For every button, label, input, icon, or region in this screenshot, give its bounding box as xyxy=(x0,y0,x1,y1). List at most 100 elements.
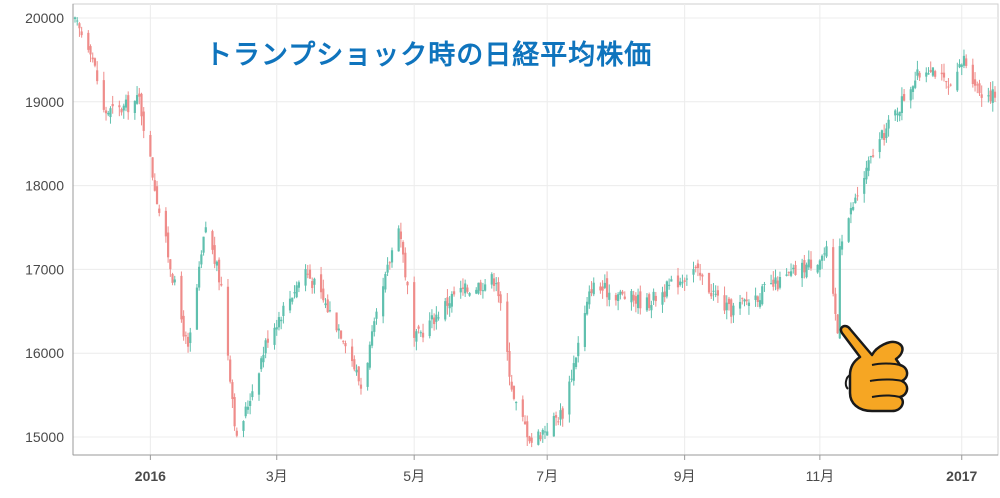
candle-body xyxy=(251,391,254,398)
candle-body xyxy=(787,272,790,274)
candle-body xyxy=(614,295,618,301)
candle-body xyxy=(484,284,487,291)
candle-body xyxy=(339,330,343,339)
y-tick-label: 16000 xyxy=(25,345,64,361)
candle-body xyxy=(539,435,542,440)
candle-body xyxy=(231,382,234,400)
candle-body xyxy=(198,266,201,288)
candle-body xyxy=(127,95,130,113)
candle-body xyxy=(200,254,203,265)
candle-body xyxy=(386,264,389,273)
candle-body xyxy=(109,108,112,118)
candle-body xyxy=(91,57,94,60)
candle-body xyxy=(832,247,835,294)
candle-body xyxy=(433,317,436,325)
candle-body xyxy=(809,259,813,269)
candle-body xyxy=(792,267,795,270)
candle-body xyxy=(169,259,172,270)
candle-body xyxy=(452,291,456,295)
candle-body xyxy=(523,421,527,424)
candle-body xyxy=(118,105,121,108)
candle-body xyxy=(585,301,589,315)
candle-body xyxy=(958,64,961,68)
chart-title: トランプショック時の日経平均株価 xyxy=(205,40,653,71)
candle-body xyxy=(561,408,564,419)
candle-body xyxy=(838,246,841,339)
candle-body xyxy=(645,297,649,311)
candle-body xyxy=(712,290,715,292)
candle-body xyxy=(758,300,762,307)
candle-body xyxy=(291,297,294,302)
candle-body xyxy=(701,274,704,277)
candle-body xyxy=(993,91,997,98)
candle-body xyxy=(506,301,509,352)
candle-body xyxy=(825,246,828,257)
candle-body xyxy=(155,186,159,205)
candle-body xyxy=(186,336,190,347)
candle-body xyxy=(681,282,684,284)
candle-body xyxy=(823,253,826,255)
candle-body xyxy=(663,291,666,298)
candle-body xyxy=(521,399,524,417)
candle-body xyxy=(450,293,453,307)
candle-body xyxy=(528,436,531,442)
candle-body xyxy=(306,273,309,275)
candle-body xyxy=(288,298,292,311)
y-tick-label: 17000 xyxy=(25,261,64,277)
candle-body xyxy=(510,381,513,390)
candle-body xyxy=(894,110,897,116)
candle-body xyxy=(568,381,571,415)
candle-body xyxy=(492,278,496,286)
x-tick-label: 9月 xyxy=(674,468,696,484)
candle-body xyxy=(448,303,451,309)
candle-body xyxy=(683,280,686,282)
candle-body xyxy=(929,69,932,73)
candle-body xyxy=(481,290,485,292)
candle-body xyxy=(495,283,498,285)
candle-body xyxy=(133,100,136,113)
candle-body xyxy=(668,284,671,286)
candle-body xyxy=(636,294,640,309)
candle-body xyxy=(404,252,407,278)
candle-body xyxy=(973,79,977,86)
candle-body xyxy=(477,282,480,294)
candle-body xyxy=(987,95,990,97)
candle-body xyxy=(818,260,821,270)
candle-body xyxy=(138,93,141,97)
candle-body xyxy=(479,282,482,291)
candle-body xyxy=(599,286,602,291)
candle-body xyxy=(182,315,185,337)
candle-body xyxy=(244,406,247,417)
candle-body xyxy=(490,274,493,285)
candle-body xyxy=(124,99,128,108)
candle-body xyxy=(754,295,757,300)
candle-body xyxy=(171,274,174,283)
candle-body xyxy=(180,275,183,320)
candle-body xyxy=(142,111,145,131)
candle-body xyxy=(421,332,425,338)
candle-body xyxy=(435,314,438,322)
candle-body xyxy=(80,31,83,36)
candle-body xyxy=(158,208,161,213)
candle-body xyxy=(670,279,673,282)
candle-body xyxy=(852,206,855,210)
candle-body xyxy=(632,294,635,301)
candle-body xyxy=(776,280,779,290)
y-tick-label: 19000 xyxy=(25,94,64,110)
candle-body xyxy=(368,344,371,368)
candle-body xyxy=(741,297,744,299)
candle-body xyxy=(903,94,906,101)
candle-body xyxy=(679,281,682,285)
candle-body xyxy=(444,301,447,320)
candle-body xyxy=(980,94,983,98)
candle-body xyxy=(319,274,323,293)
candle-body xyxy=(459,287,462,293)
candle-body xyxy=(111,104,114,107)
x-tick-label: 11月 xyxy=(806,468,835,484)
candle-body xyxy=(557,421,560,423)
candle-body xyxy=(949,84,952,86)
candle-body xyxy=(215,261,218,266)
candle-body xyxy=(803,260,806,273)
candle-body xyxy=(909,89,912,101)
candle-body xyxy=(621,291,624,294)
